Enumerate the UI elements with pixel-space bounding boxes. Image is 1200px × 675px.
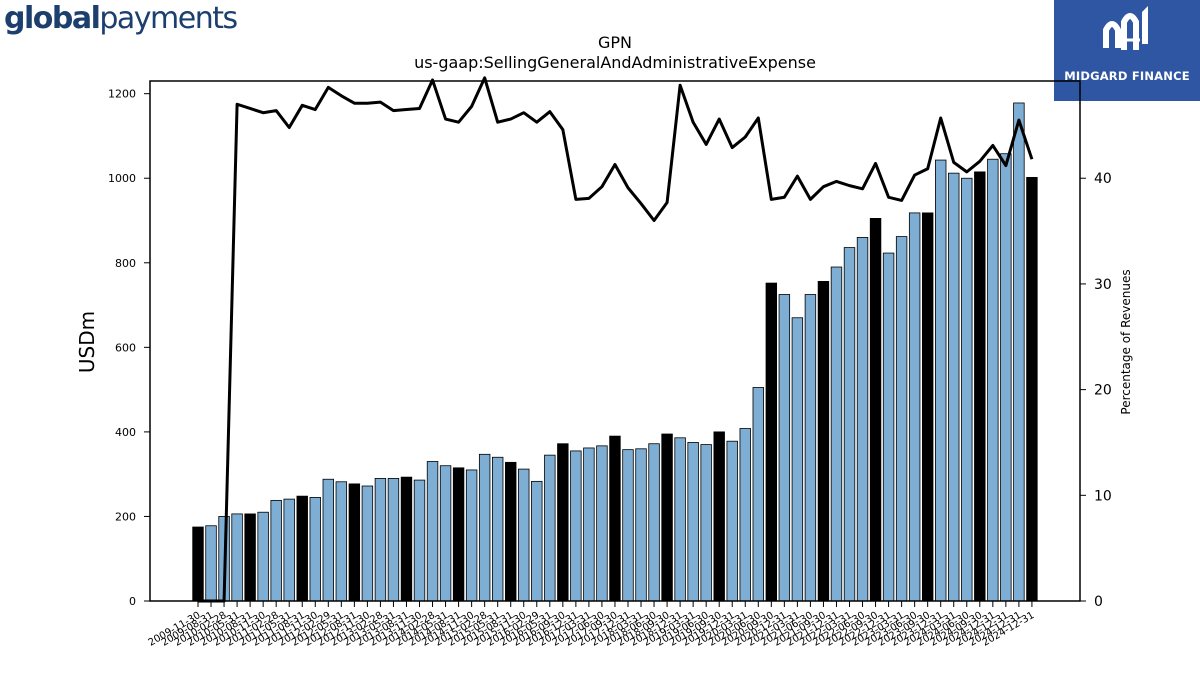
y2-tick-label: 20 [1094, 383, 1112, 399]
midgard-brand-text: MIDGARD FINANCE [1064, 69, 1190, 83]
bar-22 [478, 453, 491, 602]
y2-tick-label: 0 [1094, 594, 1103, 610]
bar-58 [948, 172, 960, 602]
y-tick-label: 400 [115, 426, 136, 439]
bar-3 [231, 513, 243, 602]
bar-13 [361, 485, 374, 602]
bar-33 [622, 449, 634, 602]
bar-44 [765, 282, 778, 602]
chart-subtitle: us-gaap:SellingGeneralAndAdministrativeE… [414, 53, 816, 72]
bar-55 [908, 212, 921, 602]
bar-28 [557, 443, 569, 602]
y-tick-label: 1200 [108, 88, 136, 101]
logo-regular-part: payments [99, 1, 238, 36]
y2-axis-label: Percentage of Revenues [1119, 269, 1133, 414]
bar-64 [1026, 176, 1038, 602]
bar-15 [387, 477, 400, 602]
bar-38 [687, 442, 699, 602]
bar-30 [583, 447, 595, 602]
bar-61 [987, 158, 999, 602]
bar-49 [830, 266, 843, 602]
bar-63 [1013, 102, 1025, 602]
bar-12 [348, 483, 361, 602]
bar-54 [895, 236, 908, 602]
bar-11 [335, 481, 348, 602]
bar-20 [452, 467, 465, 602]
percentage-line [198, 76, 1034, 603]
bar-47 [804, 294, 817, 602]
bar-41 [726, 440, 738, 602]
bar-46 [791, 317, 804, 602]
bar-37 [674, 437, 686, 602]
axes: 0200400600800100012000102030402009-11-30… [108, 88, 1112, 649]
bar-50 [843, 247, 856, 602]
bar-45 [778, 294, 791, 602]
bar-8 [296, 495, 308, 602]
bar-29 [570, 450, 582, 602]
bar-62 [1000, 153, 1012, 602]
bar-27 [544, 454, 556, 602]
bar-0 [192, 526, 204, 602]
midgard-finance-logo: MIDGARD FINANCE [1054, 0, 1200, 101]
bar-7 [283, 498, 295, 602]
bar-5 [257, 511, 269, 602]
bar-57 [935, 159, 947, 602]
logo-bold-part: global [4, 1, 101, 36]
y2-tick-label: 30 [1094, 277, 1112, 293]
bar-26 [531, 480, 543, 602]
bar-6 [270, 499, 282, 602]
y2-tick-label: 10 [1094, 488, 1112, 504]
bar-51 [856, 237, 869, 602]
bar-56 [921, 212, 934, 602]
bar-21 [465, 469, 478, 602]
bar-25 [518, 468, 530, 602]
bar-18 [426, 461, 439, 602]
bar-series [192, 102, 1038, 602]
y-tick-label: 200 [115, 510, 136, 523]
bar-42 [739, 428, 751, 602]
bar-48 [817, 280, 830, 602]
bar-34 [635, 448, 647, 602]
bar-35 [648, 443, 660, 602]
bar-24 [505, 461, 517, 602]
bar-43 [752, 387, 764, 602]
bar-19 [439, 465, 452, 602]
bar-1 [205, 525, 217, 602]
chart-title: GPN [598, 33, 632, 52]
bar-59 [961, 177, 973, 602]
bar-31 [596, 445, 608, 602]
bar-9 [309, 497, 321, 602]
bar-36 [661, 433, 673, 602]
bar-53 [882, 252, 895, 602]
bar-40 [713, 431, 725, 602]
bar-23 [491, 456, 504, 602]
y-tick-label: 0 [129, 595, 136, 608]
bar-60 [974, 171, 986, 602]
y-axis-label: USDm [75, 311, 99, 373]
y2-tick-label: 40 [1094, 171, 1112, 187]
bar-32 [609, 435, 621, 602]
bar-14 [374, 477, 387, 602]
y-tick-label: 600 [115, 341, 136, 354]
bar-52 [869, 217, 882, 602]
plot-frame [149, 80, 1081, 602]
y-tick-label: 800 [115, 257, 136, 270]
bar-17 [413, 479, 426, 602]
y-tick-label: 1000 [108, 172, 136, 185]
line-series [198, 76, 1034, 603]
bar-10 [322, 478, 335, 602]
global-payments-logo: globalpayments [4, 0, 238, 38]
bar-16 [400, 476, 413, 602]
bar-39 [700, 444, 712, 602]
bar-4 [244, 513, 256, 602]
midgard-emblem-icon [1103, 6, 1148, 50]
